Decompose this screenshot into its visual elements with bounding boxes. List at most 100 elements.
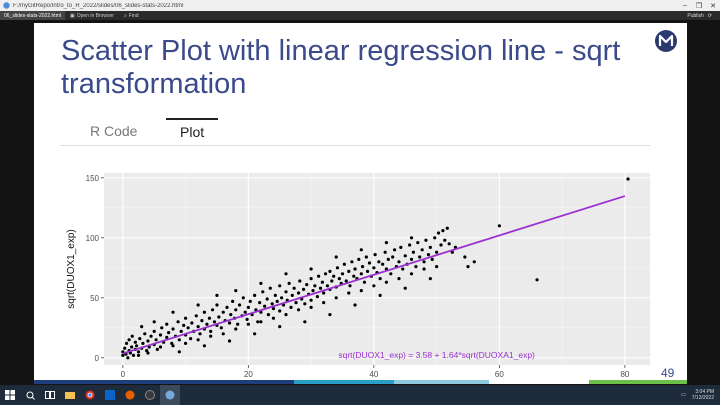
data-point [384,280,389,284]
data-point [353,267,357,271]
file-tab[interactable]: 06_slides-stats-2022.html [0,11,65,20]
windows-start-icon[interactable] [0,385,20,405]
open-in-browser-button[interactable]: ▣ Open in Browser [65,13,119,19]
data-point [296,291,301,295]
data-point [383,250,387,254]
scatter-plot: 0 20 40 60 80 0 50 100 150 sqrt(DUOX1_exp) sqrt(DU… [60,165,660,379]
tab-r-code[interactable]: R Code [90,123,138,139]
data-point [158,345,163,349]
data-point [334,296,338,300]
app-icon[interactable] [140,385,160,405]
data-point [202,344,207,348]
data-point [131,353,136,357]
data-point [378,277,382,281]
data-point [322,291,326,295]
data-point [133,340,137,344]
data-point [372,284,376,288]
data-point [135,344,139,348]
search-icon[interactable] [20,385,40,405]
firefox-icon[interactable] [120,385,140,405]
data-point [190,321,194,325]
data-point [416,241,420,245]
window-title: F:/myGitRepo/Intro_to_R_2022/slides/06_s… [13,2,184,9]
panel-tabs: R Code Plot [60,118,650,146]
rstudio-icon[interactable] [160,385,180,405]
data-point [234,289,238,293]
data-point [384,241,389,245]
task-view-icon[interactable] [40,385,60,405]
data-point [227,339,232,343]
data-point [215,303,219,307]
data-point [200,319,204,323]
data-point [472,260,476,264]
data-point [140,325,144,329]
data-point [392,248,397,252]
data-point [342,262,346,266]
data-point [271,307,276,311]
data-point [332,274,336,278]
data-point [411,250,415,254]
data-point [130,334,134,338]
system-clock[interactable]: ▭ 3:04 PM 7/13/2022 [681,389,720,401]
data-point [289,305,293,309]
notification-icon[interactable]: ▭ [681,392,686,398]
outlook-icon[interactable] [100,385,120,405]
data-point [221,310,225,314]
data-point [298,279,302,283]
data-point [278,309,282,313]
data-point [348,284,352,288]
data-point [183,316,188,320]
data-point [243,310,247,314]
data-point [155,347,159,351]
data-point [154,338,158,342]
data-point [143,332,147,336]
data-point [138,337,142,341]
data-point [284,313,288,317]
find-label: Find [128,12,139,19]
data-point [397,277,401,281]
data-point [237,303,242,307]
data-point [246,305,250,309]
find-button[interactable]: ⌕ Find [119,13,144,19]
data-point [141,341,145,345]
data-point [284,290,288,294]
rstudio-app-icon [3,2,10,9]
data-point [126,356,130,360]
data-point [305,283,309,287]
regression-line [122,195,626,355]
data-point [165,335,169,339]
data-point [497,224,501,228]
file-explorer-icon[interactable] [60,385,80,405]
data-point [278,284,282,288]
data-point [386,257,390,261]
data-point [221,332,225,336]
progress-segment [34,380,294,384]
tab-plot[interactable]: Plot [166,118,219,148]
data-point [418,255,422,259]
data-point [430,257,434,261]
refresh-icon[interactable]: ⟳ [707,12,712,19]
data-point [152,329,156,333]
slide-title: Scatter Plot with linear regression line… [61,35,621,100]
data-point [463,255,467,259]
close-button[interactable]: ✕ [710,2,716,10]
data-point [231,299,235,303]
data-point [189,337,193,341]
data-point [292,286,296,290]
publish-button[interactable]: Publish [687,12,704,19]
minimize-button[interactable]: – [683,2,687,9]
data-point [340,272,345,276]
plot-panel [104,173,650,365]
maximize-button[interactable]: ❐ [695,2,703,10]
data-point [196,338,200,342]
data-point [130,345,134,349]
data-point [381,262,385,266]
viewer-toolbar: 06_slides-stats-2022.html ▣ Open in Brow… [0,11,720,20]
data-point [121,353,125,357]
x-tick-label: 60 [495,370,504,379]
open-in-browser-label: Open in Browser [76,12,114,19]
data-point [313,284,317,288]
chrome-icon[interactable] [80,385,100,405]
data-point [160,326,164,330]
data-point [273,293,277,297]
